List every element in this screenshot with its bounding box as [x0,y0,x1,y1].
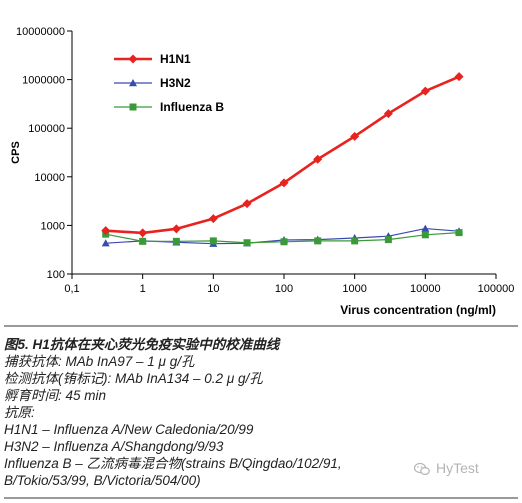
calibration-chart: 100 1000 10000 100000 1000000 10000000 0,1 1 10 1… [10,26,515,317]
data-point-square [280,238,288,246]
data-point-square [243,239,251,247]
data-point-square [129,103,137,111]
data-point-diamond [208,214,218,224]
data-point-triangle [129,79,137,87]
caption-line: 检测抗体(铕标记): MAb InA134 – 0.2 μ g/孔 [4,371,263,386]
caption-line: 捕获抗体: MAb InA97 – 1 μ g/孔 [4,354,195,369]
legend-entry: H3N2 [114,76,191,90]
y-tick-label: 1000 [41,220,65,232]
data-point-square [314,237,322,245]
y-axis-title: CPS [10,141,22,164]
x-tick-label: 0,1 [64,283,79,295]
data-point-diamond [313,154,323,164]
x-tick-label: 10 [207,283,219,295]
figure-caption: 图5. H1抗体在夹心荧光免疫实验中的校准曲线 捕获抗体: MAb InA97 … [4,336,518,489]
caption-line: H3N2 – Influenza A/Shangdong/9/93 [4,439,224,454]
x-tick-label: 1 [140,283,146,295]
data-point-square [421,231,429,239]
x-tick-label: 10000 [410,283,441,295]
series-influenza-b [102,229,463,247]
data-point-diamond [454,72,464,82]
data-point-diamond [279,178,289,188]
caption-line: Influenza B – 乙流病毒混合物(strains B/Qingdao/… [4,456,342,471]
y-tick-label: 10000000 [16,26,65,38]
data-point-square [351,237,359,245]
data-point-diamond [242,199,252,209]
x-axis-title: Virus concentration (ng/ml) [340,303,496,317]
data-point-square [209,237,217,245]
wechat-icon [414,462,430,476]
caption-line: 孵育时间: 45 min [4,388,107,403]
y-tick-label: 10000 [34,172,65,184]
data-point-square [172,237,180,245]
x-tick-label: 100000 [478,283,515,295]
data-point-diamond [138,228,148,238]
data-point-square [455,229,463,237]
data-point-diamond [383,109,393,119]
data-point-diamond [350,131,360,141]
data-point-square [384,236,392,244]
data-point-diamond [128,54,138,64]
x-tick-label: 1000 [342,283,366,295]
caption-line: H1N1 – Influenza A/New Caledonia/20/99 [4,422,254,437]
data-point-triangle [101,239,110,247]
data-point-diamond [171,224,181,234]
series-line [105,75,460,235]
data-point-diamond [420,86,430,96]
chart-figure: 100 1000 10000 100000 1000000 10000000 0,1 1 10 1… [10,26,515,317]
data-point-triangle [421,224,430,232]
caption-divider-top [4,325,518,327]
watermark-text: HyTest [436,460,479,476]
caption-title: 图5. H1抗体在夹心荧光免疫实验中的校准曲线 [4,337,280,352]
legend-entry: H1N1 [114,52,191,66]
series-h1n1 [101,72,464,238]
caption-line: B/Tokio/53/99, B/Victoria/504/00) [4,473,201,488]
legend-label: H1N1 [160,52,191,66]
legend-label: Influenza B [160,100,224,114]
y-tick-label: 100 [47,269,65,281]
caption-line: 抗原: [4,405,35,420]
legend-label: H3N2 [160,76,191,90]
data-point-square [139,237,147,245]
y-tick-label: 100000 [28,123,65,135]
y-tick-label: 1000000 [22,75,65,87]
caption-divider-bottom [4,497,518,499]
legend-entry: Influenza B [114,100,224,114]
data-point-diamond [101,226,111,236]
x-tick-label: 100 [275,283,293,295]
